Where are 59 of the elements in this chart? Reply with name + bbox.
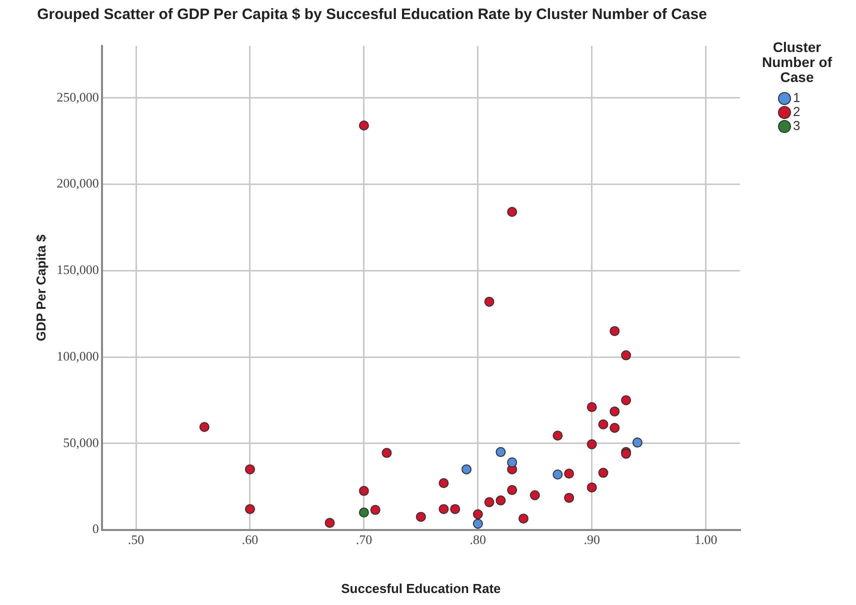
point xyxy=(358,508,369,518)
point xyxy=(586,402,597,412)
point xyxy=(472,509,483,520)
x-tick-label: .60 xyxy=(242,532,258,548)
point xyxy=(564,492,574,503)
point xyxy=(496,495,506,506)
point xyxy=(370,504,380,515)
x-tick-label: .90 xyxy=(584,532,600,548)
point xyxy=(438,478,449,488)
point xyxy=(610,406,620,416)
legend-label: 3 xyxy=(793,118,800,133)
point xyxy=(564,468,574,479)
x-axis-title: Succesful Education Rate xyxy=(341,580,501,596)
point xyxy=(472,518,483,529)
point xyxy=(586,482,597,492)
point xyxy=(621,350,632,360)
point xyxy=(416,512,426,522)
point xyxy=(552,470,563,480)
y-tick-label: 50,000 xyxy=(63,434,99,450)
x-tick-label: 1.00 xyxy=(694,532,718,548)
point xyxy=(244,504,255,514)
point xyxy=(484,497,494,508)
y-axis-title: GDP Per Capita $ xyxy=(33,234,48,342)
x-tick-label: .70 xyxy=(356,532,372,548)
point xyxy=(552,430,563,441)
point xyxy=(610,422,620,433)
point xyxy=(382,448,392,458)
x-tick-label: .50 xyxy=(128,532,144,548)
point xyxy=(358,120,369,130)
point xyxy=(358,486,369,496)
point xyxy=(507,206,518,217)
point xyxy=(462,464,472,474)
point xyxy=(586,439,597,450)
legend-title: Cluster Number of Case xyxy=(761,39,833,85)
point xyxy=(518,514,528,524)
y-tick-label: 100,000 xyxy=(56,348,99,364)
point xyxy=(598,468,608,478)
point xyxy=(598,419,608,430)
x-tick-label: .80 xyxy=(470,532,486,548)
point xyxy=(244,464,255,474)
point xyxy=(621,395,632,406)
y-tick-label: 150,000 xyxy=(56,262,99,278)
y-tick-label: 0 xyxy=(92,521,99,536)
point xyxy=(484,296,494,307)
point xyxy=(450,504,460,514)
point xyxy=(199,422,210,432)
point xyxy=(438,504,449,514)
point xyxy=(496,447,506,458)
legend-label: 2 xyxy=(793,104,800,119)
legend-label: 1 xyxy=(793,90,800,105)
y-tick-label: 250,000 xyxy=(56,89,99,104)
chart-title: Grouped Scatter of GDP Per Capita $ by Succesful Education Rate by Cluster Number of Case xyxy=(37,6,707,24)
point xyxy=(507,485,518,496)
point xyxy=(530,490,540,500)
point xyxy=(610,326,620,336)
y-tick-label: 200,000 xyxy=(56,176,99,191)
point xyxy=(507,457,518,468)
point xyxy=(324,518,335,528)
point xyxy=(632,438,642,448)
